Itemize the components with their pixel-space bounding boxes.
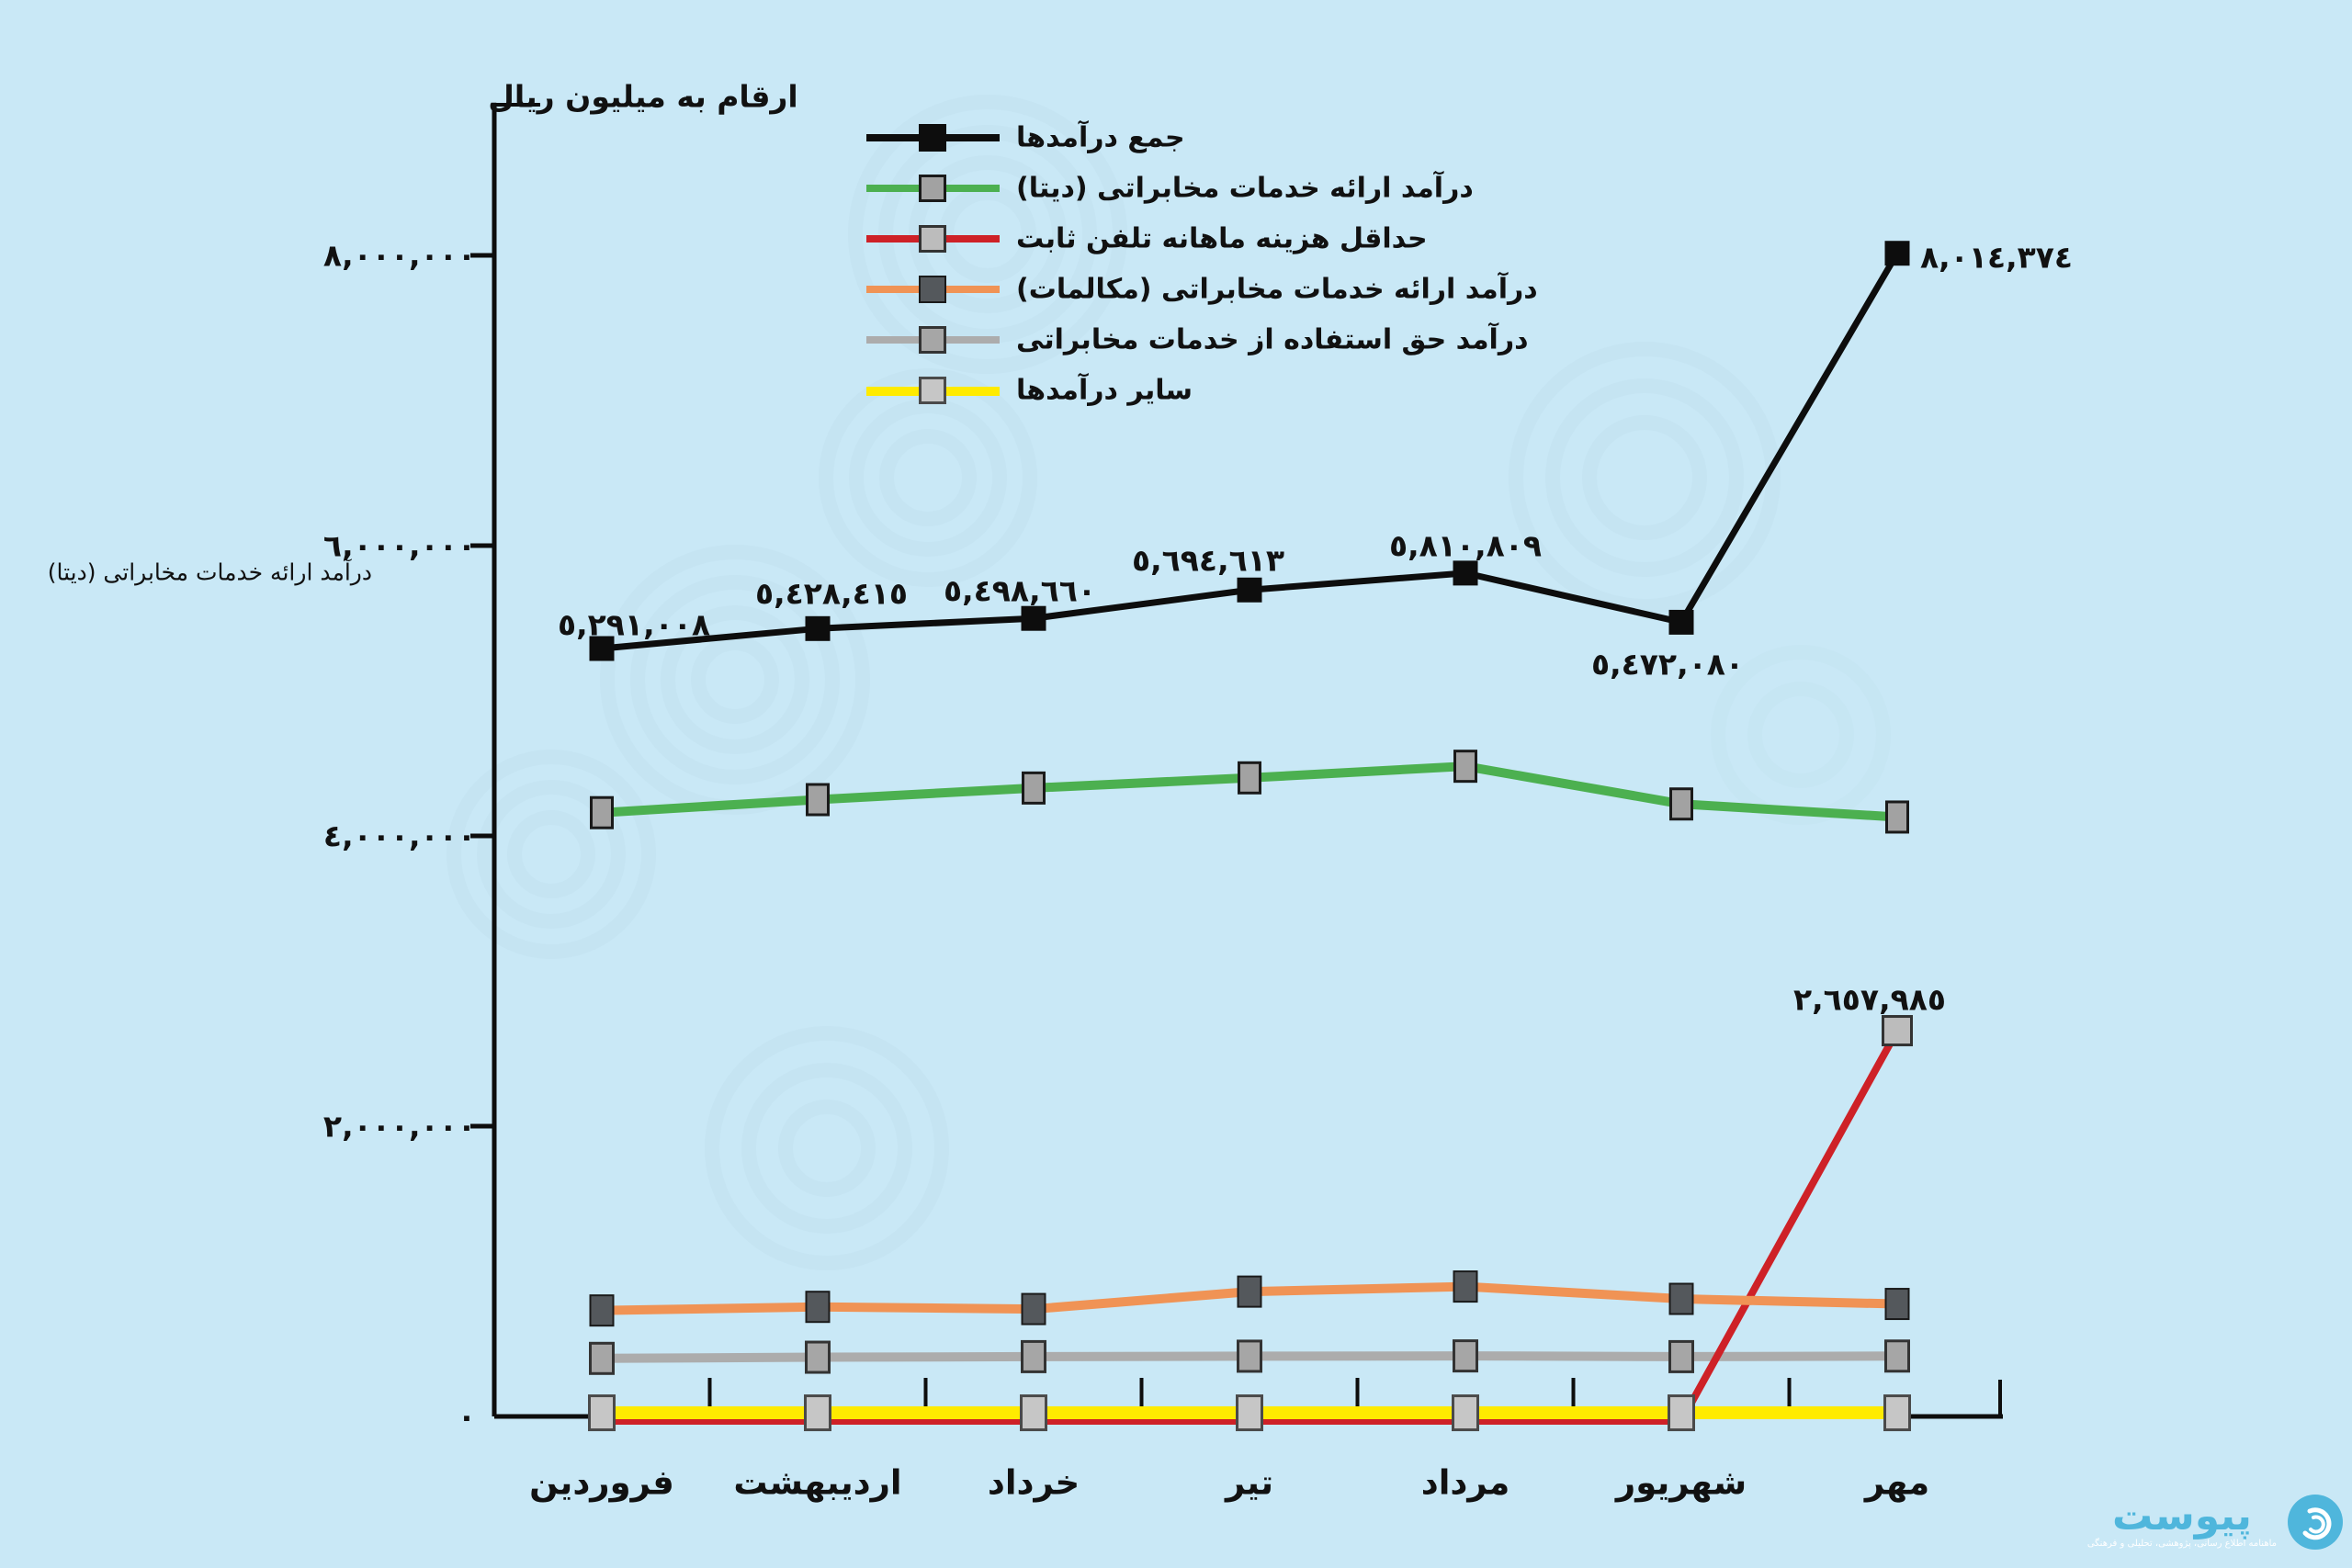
side-note-label: درآمد ارائه خدمات مخابراتی (دیتا) xyxy=(47,558,372,586)
data-point-marker xyxy=(1453,750,1477,784)
data-point-marker xyxy=(805,1291,831,1324)
data-point-marker xyxy=(1452,1394,1479,1432)
data-point-marker xyxy=(805,615,831,641)
month-label-2: خرداد xyxy=(987,1462,1080,1503)
series-lines xyxy=(601,251,1901,1425)
data-point-marker xyxy=(1237,1275,1262,1308)
y-tick-label: ٤,٠٠٠,٠٠٠ xyxy=(322,818,476,854)
data-point-marker xyxy=(806,783,830,817)
month-label-1: اردیبهشت xyxy=(733,1462,902,1503)
data-point-marker xyxy=(1237,577,1262,603)
month-label-5: شهریور xyxy=(1615,1462,1747,1503)
data-point-marker xyxy=(1238,761,1261,795)
data-point-marker xyxy=(804,1394,831,1432)
data-point-marker xyxy=(1668,1394,1695,1432)
data-point-marker xyxy=(1453,1270,1478,1303)
point-value-label: ٥,٢٩١,٠٠٨ xyxy=(557,606,711,643)
data-point-marker xyxy=(1883,1394,1911,1432)
month-label-3: تیر xyxy=(1225,1462,1274,1503)
legend-marker-icon xyxy=(919,124,946,152)
data-point-marker xyxy=(1022,771,1046,805)
point-value-label: ٥,٤٩٨,٦٦٠ xyxy=(943,572,1097,609)
point-value-label: ٢,٦٥٧,٩٨٥ xyxy=(1792,981,1947,1018)
y-tick-label: ٠ xyxy=(457,1398,476,1435)
data-point-marker xyxy=(1668,1339,1694,1373)
background-watermark xyxy=(447,95,1891,1270)
data-point-marker xyxy=(1884,241,1910,266)
data-point-marker xyxy=(1021,605,1046,631)
month-label-6: مهر xyxy=(1864,1462,1930,1503)
legend-marker-icon xyxy=(919,377,946,404)
legend-swatch-1 xyxy=(866,170,1000,207)
legend-label-1: درآمد ارائه خدمات مخابراتی (دیتا) xyxy=(1016,172,1474,205)
data-point-marker xyxy=(1453,560,1478,586)
data-point-marker xyxy=(1884,1288,1910,1321)
data-point-marker xyxy=(589,1294,615,1327)
legend-swatch-5 xyxy=(866,372,1000,409)
data-point-marker xyxy=(1882,1015,1913,1047)
legend-swatch-4 xyxy=(866,321,1000,358)
legend-label-3: درآمد ارائه خدمات مخابراتی (مکالمات) xyxy=(1016,273,1538,306)
data-point-marker xyxy=(1453,1339,1478,1373)
data-point-marker xyxy=(1668,609,1694,635)
logo-tagline: ماهنامه اطلاع رسانی، پژوهشی، تحلیلی و فر… xyxy=(2086,1538,2277,1549)
legend-swatch-3 xyxy=(866,271,1000,308)
logo-swirl-icon xyxy=(2288,1495,2343,1550)
data-point-marker xyxy=(1668,1282,1694,1315)
point-value-label: ٥,٦٩٤,٦١٣ xyxy=(1131,542,1285,579)
y-tick-label: ٢,٠٠٠,٠٠٠ xyxy=(322,1108,476,1145)
legend-label-0: جمع درآمدها xyxy=(1016,121,1185,154)
data-point-marker xyxy=(1021,1292,1046,1325)
legend-marker-icon xyxy=(919,276,946,303)
publisher-logo: پیوست ماهنامه اطلاع رسانی، پژوهشی، تحلیل… xyxy=(2087,1493,2345,1551)
y-tick-label: ٨,٠٠٠,٠٠٠ xyxy=(322,237,476,274)
point-value-label: ٥,٤٧٢,٠٨٠ xyxy=(1590,646,1745,682)
data-point-marker xyxy=(1237,1339,1262,1373)
data-point-marker xyxy=(1021,1339,1046,1373)
point-value-label: ٥,٨١٠,٨٠٩ xyxy=(1388,527,1543,564)
legend-label-2: حداقل هزینه ماهانه تلفن ثابت xyxy=(1016,222,1428,255)
point-value-label: ٥,٤٢٨,٤١٥ xyxy=(754,575,909,612)
data-point-marker xyxy=(1669,787,1693,821)
legend-marker-icon xyxy=(919,225,946,253)
point-value-label: ٨,٠١٤,٣٧٤ xyxy=(1920,239,2074,276)
data-point-marker xyxy=(1236,1394,1263,1432)
data-point-marker xyxy=(1884,1339,1910,1373)
data-point-marker xyxy=(588,1394,616,1432)
data-point-marker xyxy=(589,1341,615,1375)
legend-label-4: درآمد حق استفاده از خدمات مخابراتی xyxy=(1016,323,1529,356)
legend-marker-icon xyxy=(919,175,946,202)
legend-swatch-0 xyxy=(866,119,1000,156)
logo-wordmark: پیوست xyxy=(2111,1492,2252,1540)
data-point-marker xyxy=(1885,800,1909,834)
y-tick-label: ٦,٠٠٠,٠٠٠ xyxy=(322,527,476,564)
data-point-marker xyxy=(589,636,615,661)
data-point-markers xyxy=(588,241,1913,1432)
data-point-marker xyxy=(1020,1394,1047,1432)
legend-label-5: سایر درآمدها xyxy=(1016,374,1193,407)
month-label-4: مرداد xyxy=(1420,1462,1510,1503)
legend-swatch-2 xyxy=(866,220,1000,257)
data-point-marker xyxy=(590,795,614,829)
month-label-0: فروردین xyxy=(529,1462,674,1503)
legend-marker-icon xyxy=(919,326,946,354)
data-point-marker xyxy=(805,1340,831,1374)
axis-unit-title: ارقام به میلیون ریال xyxy=(488,78,798,115)
